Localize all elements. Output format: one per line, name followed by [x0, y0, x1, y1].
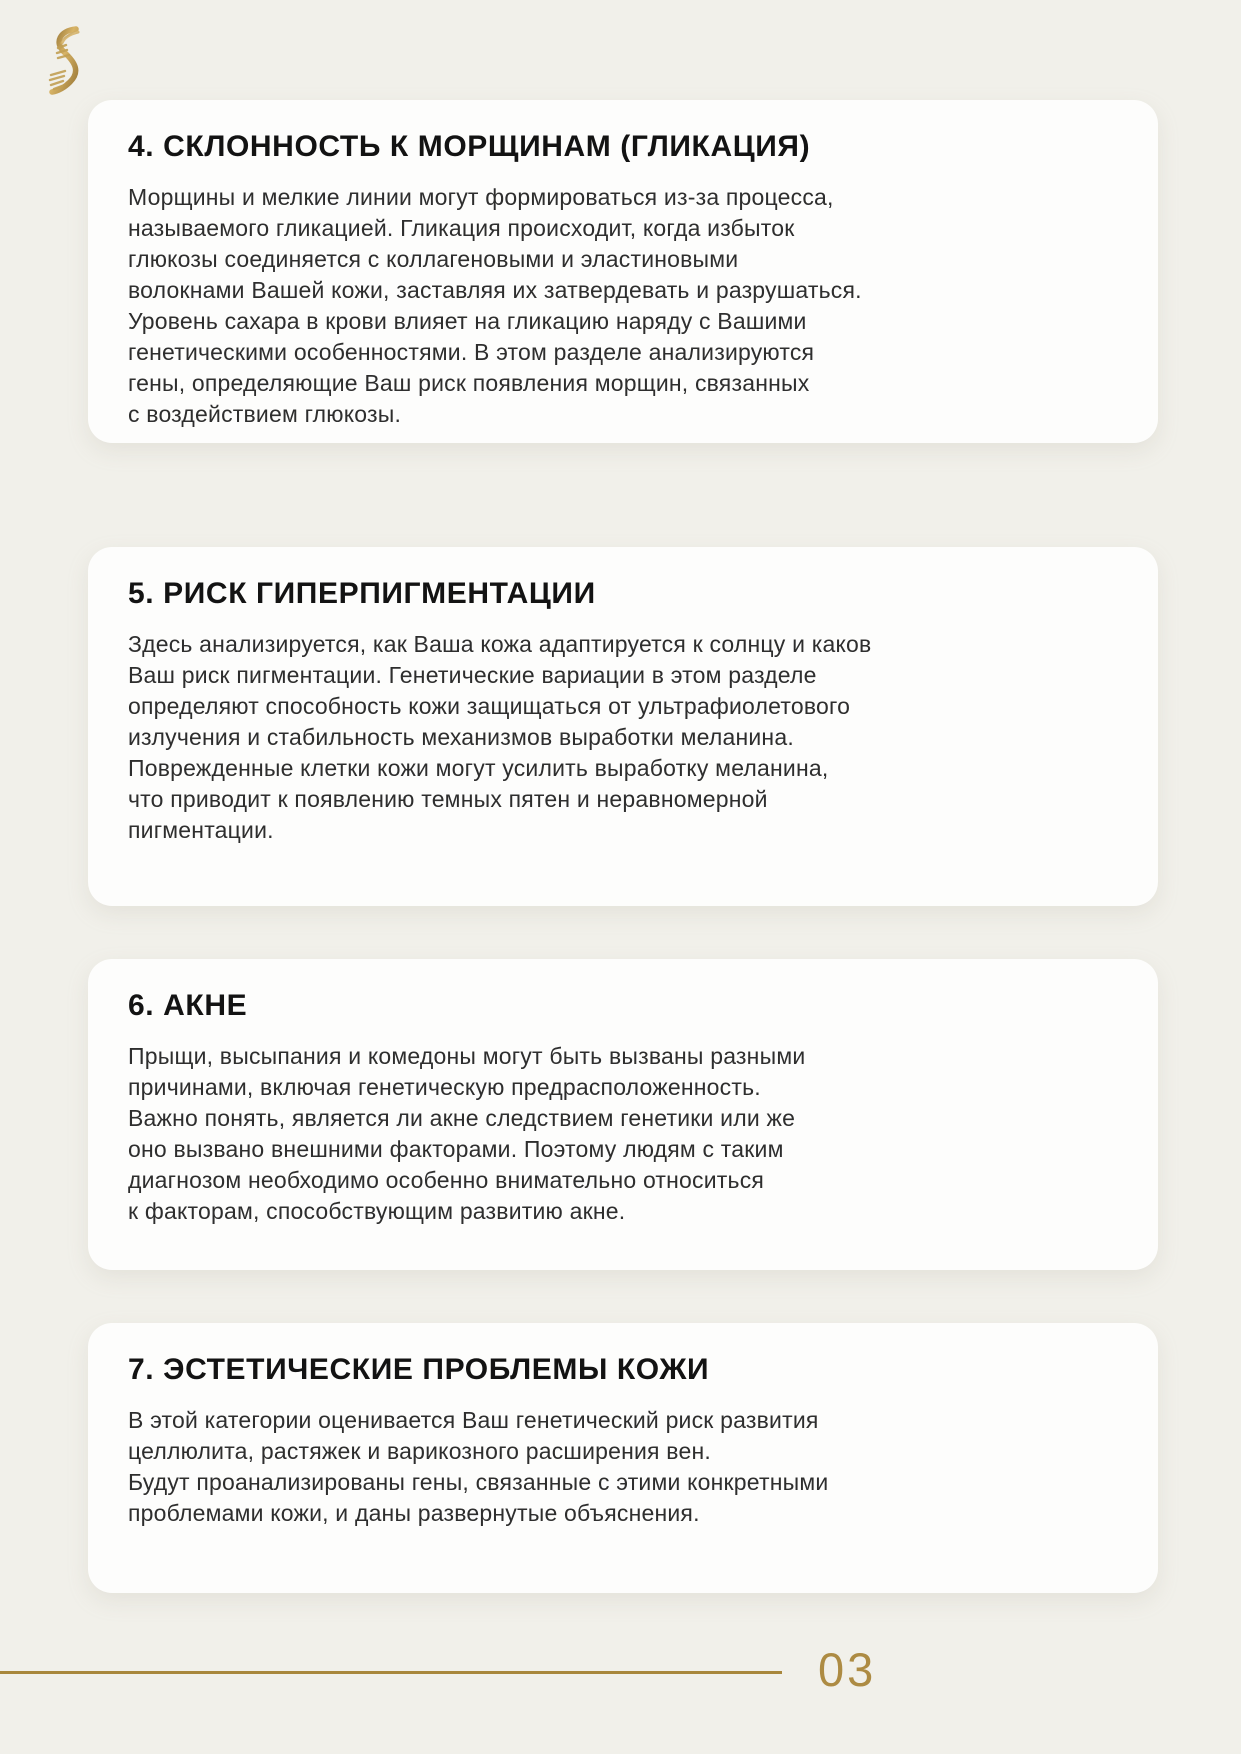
- section-title: 5. РИСК ГИПЕРПИГМЕНТАЦИИ: [128, 577, 596, 610]
- section-body: В этой категории оценивается Ваш генетич…: [128, 1407, 829, 1526]
- section-card-acne: 6. АКНЕ Прыщи, высыпания и комедоны могу…: [88, 959, 1158, 1270]
- section-body: Прыщи, высыпания и комедоны могут быть в…: [128, 1043, 806, 1224]
- section-title: 6. АКНЕ: [128, 989, 248, 1022]
- section-body: Морщины и мелкие линии могут формировать…: [128, 184, 862, 427]
- section-card-wrinkles: 4. СКЛОННОСТЬ К МОРЩИНАМ (ГЛИКАЦИЯ) Морщ…: [88, 100, 1158, 443]
- section-title: 4. СКЛОННОСТЬ К МОРЩИНАМ (ГЛИКАЦИЯ): [128, 130, 811, 163]
- section-title: 7. ЭСТЕТИЧЕСКИЕ ПРОБЛЕМЫ КОЖИ: [128, 1353, 710, 1386]
- dna-logo-icon: [42, 26, 92, 98]
- section-card-aesthetic-problems: 7. ЭСТЕТИЧЕСКИЕ ПРОБЛЕМЫ КОЖИ В этой кат…: [88, 1323, 1158, 1593]
- footer-divider-line: [0, 1671, 782, 1674]
- section-body: Здесь анализируется, как Ваша кожа адапт…: [128, 631, 872, 843]
- page-number: 03: [818, 1643, 877, 1696]
- section-card-hyperpigmentation: 5. РИСК ГИПЕРПИГМЕНТАЦИИ Здесь анализиру…: [88, 547, 1158, 906]
